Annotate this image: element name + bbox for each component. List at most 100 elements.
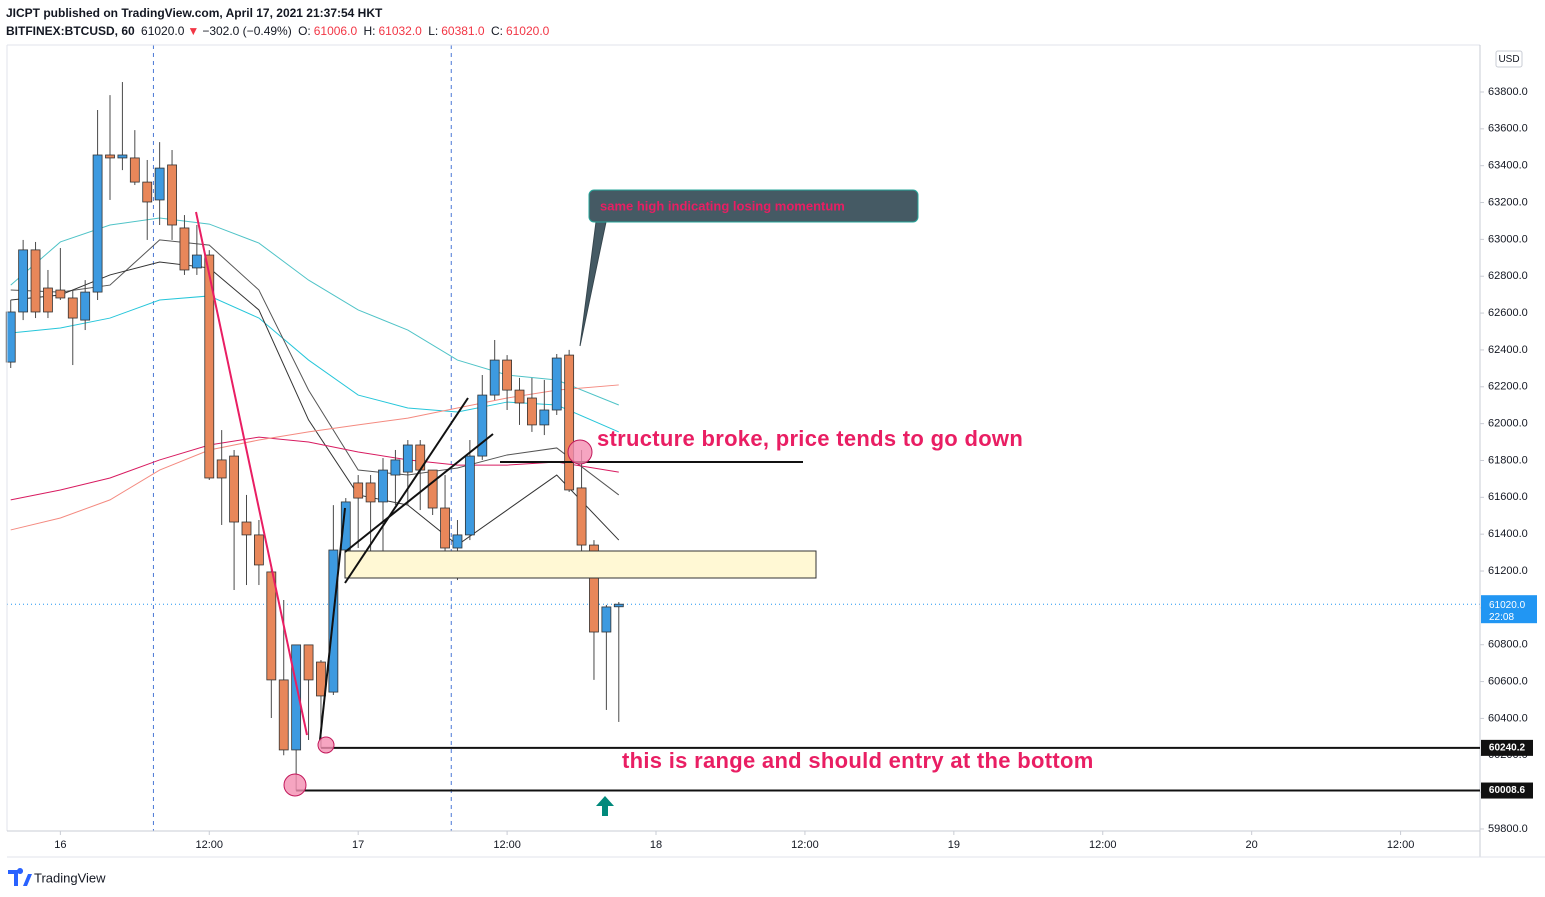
level-label: 60240.2 <box>1489 743 1526 754</box>
candle-body <box>129 157 140 183</box>
level-tag <box>1481 782 1533 799</box>
y-tick-label: 62200.0 <box>1488 381 1528 393</box>
candle-body <box>576 487 587 546</box>
y-tick-label: 60400.0 <box>1488 712 1528 724</box>
candle-body <box>564 354 575 491</box>
candle-body <box>241 521 252 536</box>
y-tick-label: 63600.0 <box>1488 123 1528 135</box>
ohlc-key: C: <box>490 24 503 38</box>
candle-body <box>179 227 190 271</box>
direction: ▼ <box>187 24 200 38</box>
publisher: JICPT published on TradingView.com, Apri… <box>6 6 383 20</box>
candle-body <box>80 291 91 321</box>
y-tick-label: 62000.0 <box>1488 418 1528 430</box>
up-arrow <box>596 796 614 816</box>
candle-body <box>55 289 66 299</box>
candle-body <box>427 469 438 509</box>
y-tick-label: 61600.0 <box>1488 491 1528 503</box>
candle-body <box>216 459 227 479</box>
candle-body <box>551 357 562 411</box>
x-tick-label: 20 <box>1246 839 1258 851</box>
x-tick-label: 12:00 <box>1387 839 1415 851</box>
y-tick-label: 60800.0 <box>1488 639 1528 651</box>
level-label: 60008.6 <box>1489 785 1526 796</box>
x-tick-label: 16 <box>54 839 66 851</box>
candle-body <box>5 311 16 363</box>
y-tick-label: 63000.0 <box>1488 233 1528 245</box>
callout-text: same high indicating losing momentum <box>600 198 845 213</box>
trend-line <box>344 397 469 584</box>
candle-body <box>440 507 450 549</box>
x-tick-label: 18 <box>650 839 662 851</box>
candle-body <box>117 154 128 159</box>
candle-body <box>105 154 115 159</box>
countdown: 22:08 <box>1489 612 1514 623</box>
candle-body <box>452 534 463 549</box>
symbol: BITFINEX:BTCUSD, 60 <box>6 24 135 38</box>
candle-body <box>601 606 612 633</box>
marker <box>567 439 593 465</box>
annotation: structure broke, price tends to go down <box>597 426 1023 451</box>
y-tick-label: 62800.0 <box>1488 270 1528 282</box>
candle-body <box>254 534 264 566</box>
candle-body <box>502 359 513 391</box>
y-tick-label: 63400.0 <box>1488 160 1528 172</box>
currency: USD <box>1498 54 1519 65</box>
moving-average <box>10 261 620 546</box>
trend-line <box>195 211 308 736</box>
price: 61020.0 <box>141 24 185 38</box>
symbol-line: BITFINEX:BTCUSD, 60 61020.0 ▼ −302.0 (−0.4… <box>6 22 552 40</box>
candle-body <box>191 254 202 269</box>
last-price-label: 61020.0 <box>1489 600 1526 611</box>
candle-body <box>489 359 500 396</box>
candle-body <box>316 661 326 697</box>
ohlc-value: 61006.0 <box>313 24 358 38</box>
candle-body <box>390 459 401 476</box>
x-tick-label: 12:00 <box>791 839 819 851</box>
y-tick-label: 61800.0 <box>1488 454 1528 466</box>
candle-body <box>18 249 29 313</box>
candle-body <box>378 469 388 503</box>
ohlc-value: 61020.0 <box>505 24 550 38</box>
candle-body <box>402 444 413 473</box>
candle-body <box>527 397 537 426</box>
range-box <box>344 550 817 579</box>
chart-layer <box>5 45 1480 831</box>
candle-body <box>142 181 153 203</box>
x-tick-label: 17 <box>352 839 364 851</box>
candle-body <box>589 544 599 633</box>
candle-body <box>539 409 550 426</box>
y-tick-label: 59800.0 <box>1488 823 1528 835</box>
candle-body <box>67 297 78 319</box>
candle-body <box>167 164 177 226</box>
candle-body <box>514 389 525 404</box>
brand: TradingView <box>34 870 106 885</box>
annotation: this is range and should entry at the bo… <box>622 748 1094 773</box>
moving-average <box>10 239 620 496</box>
trend-line <box>319 507 346 741</box>
y-tick-label: 61400.0 <box>1488 528 1528 540</box>
change: −302.0 (−0.49%) <box>202 24 292 38</box>
ohlc-key: L: <box>428 24 439 38</box>
callout <box>588 189 919 223</box>
ohlc-key: H: <box>363 24 376 38</box>
y-tick-label: 62600.0 <box>1488 307 1528 319</box>
candle-body <box>204 254 215 479</box>
candle-body <box>43 287 53 313</box>
header: JICPT published on TradingView.com, Apri… <box>6 4 552 40</box>
moving-average <box>10 436 619 501</box>
ohlc-value: 61032.0 <box>378 24 422 38</box>
candle-body <box>154 167 165 201</box>
drawing-layer <box>296 746 1480 792</box>
candle-body <box>353 482 364 499</box>
candle-body <box>291 644 302 751</box>
candle-body <box>92 154 103 293</box>
brand-logo <box>8 868 32 886</box>
y-tick-label: 63800.0 <box>1488 86 1528 98</box>
level-tag <box>1481 739 1533 756</box>
candle-body <box>340 501 351 551</box>
candle-body <box>464 455 475 536</box>
y-tick-label: 62400.0 <box>1488 344 1528 356</box>
